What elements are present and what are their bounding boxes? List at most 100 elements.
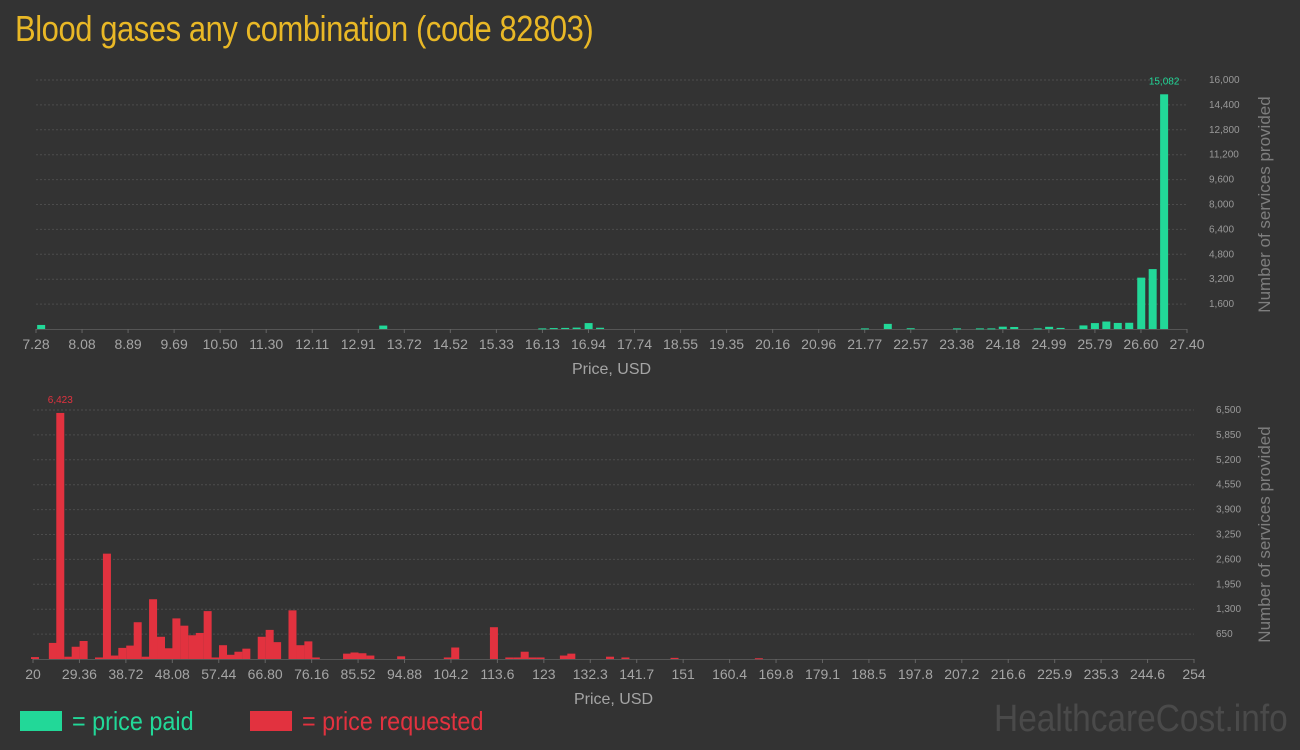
bar	[172, 618, 181, 659]
bar	[126, 645, 135, 659]
bar	[350, 652, 359, 659]
bar	[1113, 322, 1122, 329]
y-tick-label: 3,200	[1209, 274, 1234, 285]
x-tick-label: 11.30	[249, 336, 283, 352]
bar	[71, 646, 80, 659]
y-tick-label: 14,400	[1209, 100, 1240, 111]
bar	[56, 412, 65, 659]
bar	[953, 328, 962, 330]
bar	[149, 599, 158, 659]
x-tick-label: 94.88	[387, 666, 422, 682]
peak-value-label: 15,082	[1149, 76, 1180, 87]
y-tick-label: 4,800	[1209, 249, 1234, 260]
bar	[1045, 326, 1054, 329]
x-tick-label: 8.08	[68, 336, 95, 352]
x-tick-label: 66.80	[248, 666, 283, 682]
y-tick-label: 9,600	[1209, 175, 1234, 186]
x-tick-label: 20.96	[801, 336, 836, 352]
y-tick-label: 4,550	[1216, 480, 1241, 491]
x-tick-label: 20.16	[755, 336, 790, 352]
bar	[64, 656, 73, 659]
x-tick-label: 85.52	[341, 666, 376, 682]
bar	[621, 657, 630, 659]
bar	[572, 327, 581, 329]
y-tick-label: 6,500	[1216, 405, 1241, 416]
legend-label-price-requested: = price requested	[302, 705, 484, 736]
bar	[30, 657, 39, 659]
bar	[211, 657, 220, 659]
x-tick-label: 254	[1182, 666, 1206, 682]
bar	[219, 645, 228, 659]
y-tick-label: 1,300	[1216, 604, 1241, 615]
bar	[242, 648, 251, 659]
x-tick-label: 15.33	[479, 336, 514, 352]
bar	[188, 635, 197, 659]
bar	[549, 328, 558, 330]
legend-label-price-paid: = price paid	[72, 705, 194, 736]
bar	[37, 324, 46, 329]
x-tick-label: 25.79	[1077, 336, 1112, 352]
bar	[1102, 321, 1111, 329]
x-tick-label: 12.11	[295, 336, 329, 352]
x-tick-label: 13.72	[387, 336, 422, 352]
bar	[79, 640, 88, 659]
bar	[883, 323, 892, 329]
x-tick-label: 38.72	[108, 666, 143, 682]
price-paid-chart: 1,600 3,200 4,800 6,400 8,000 9,600 11,200 12,8…	[22, 75, 1274, 378]
legend-swatch-price-paid	[20, 711, 62, 731]
price-requested-chart: 650 1,300 1,950 2,600 3,250 3,900 4,550 5,200 5,…	[25, 395, 1274, 708]
bar	[998, 326, 1007, 329]
bar	[141, 656, 150, 659]
legend-item-price-paid: = price paid	[20, 706, 207, 736]
y-tick-label: 1,600	[1209, 299, 1234, 310]
bar	[157, 636, 166, 659]
x-tick-label: 20	[25, 666, 41, 682]
bar	[304, 641, 313, 659]
bar	[195, 632, 204, 659]
y-tick-label: 12,800	[1209, 125, 1240, 136]
x-axis-title: Price, USD	[574, 691, 653, 708]
bar	[133, 622, 142, 659]
bar	[754, 658, 763, 660]
bar	[596, 327, 605, 329]
x-tick-label: 24.18	[985, 336, 1020, 352]
y-tick-label: 8,000	[1209, 200, 1234, 211]
x-axis-title: Price, USD	[572, 361, 651, 378]
x-tick-label: 18.55	[663, 336, 698, 352]
legend-item-price-requested: = price requested	[250, 706, 504, 736]
x-tick-label: 9.69	[160, 336, 187, 352]
bar	[906, 328, 915, 330]
bar	[203, 611, 212, 659]
bar	[987, 328, 996, 330]
y-axis-title: Number of services provided	[1255, 426, 1274, 642]
bar	[311, 657, 320, 659]
bar	[513, 657, 522, 659]
x-tick-label: 23.38	[939, 336, 974, 352]
y-tick-label: 3,900	[1216, 505, 1241, 516]
bar	[296, 645, 305, 659]
bar	[358, 653, 367, 659]
x-tick-label: 235.3	[1084, 666, 1119, 682]
x-tick-label: 76.16	[294, 666, 329, 682]
x-tick-label: 244.6	[1130, 666, 1165, 682]
y-tick-label: 5,200	[1216, 455, 1241, 466]
bar	[1160, 94, 1169, 329]
x-tick-label: 10.50	[203, 336, 238, 352]
bar	[1125, 322, 1134, 329]
bar	[48, 642, 57, 659]
x-tick-label: 48.08	[155, 666, 190, 682]
y-tick-label: 2,600	[1216, 554, 1241, 565]
x-tick-label: 24.99	[1031, 336, 1066, 352]
bar	[397, 656, 406, 659]
x-tick-label: 151	[671, 666, 695, 682]
y-axis-title: Number of services provided	[1255, 96, 1274, 312]
watermark: HealthcareCost.info	[994, 698, 1288, 740]
x-tick-label: 169.8	[759, 666, 794, 682]
bar	[606, 656, 615, 659]
x-tick-label: 188.5	[851, 666, 886, 682]
y-tick-label: 650	[1216, 629, 1233, 640]
bar	[1033, 328, 1042, 330]
x-tick-label: 27.40	[1169, 336, 1204, 352]
bar	[1148, 269, 1157, 329]
bar	[288, 610, 297, 659]
